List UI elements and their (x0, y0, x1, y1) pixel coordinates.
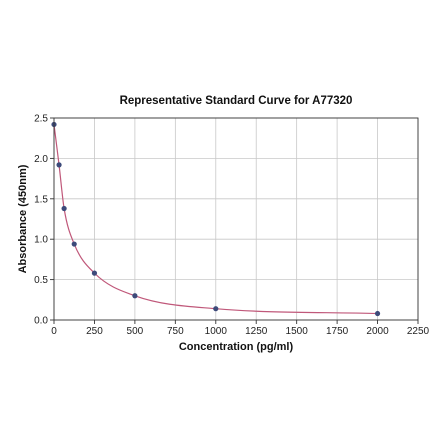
data-point (56, 162, 62, 168)
x-axis-label: Concentration (pg/ml) (179, 341, 294, 353)
data-point (374, 310, 381, 317)
data-point (213, 306, 219, 312)
y-tick-label: 2.0 (34, 154, 48, 165)
x-tick-label: 0 (51, 326, 57, 337)
x-tick-label: 250 (86, 326, 103, 337)
y-tick-label: 0.0 (34, 316, 48, 327)
y-axis-label: Absorbance (450nm) (17, 164, 29, 273)
x-tick-label: 1250 (245, 326, 268, 337)
plot-area-frame (53, 117, 419, 321)
data-points (51, 121, 381, 317)
chart-title: Representative Standard Curve for A77320 (120, 95, 353, 107)
y-tick-label: 1.5 (34, 194, 48, 205)
x-tick-label: 2000 (366, 326, 389, 337)
data-point (91, 270, 98, 276)
data-point (71, 241, 77, 247)
x-tick-label: 500 (127, 326, 144, 337)
data-point (61, 205, 67, 212)
x-tick-label: 1000 (205, 326, 228, 337)
x-tick-label: 750 (167, 326, 184, 337)
x-tick-label: 1500 (286, 326, 309, 337)
y-tick-label: 0.5 (34, 275, 48, 286)
y-tick-label: 1.0 (34, 235, 48, 246)
data-point (132, 293, 138, 299)
y-tick-label: 2.5 (34, 114, 48, 125)
axis-ticks: 0 250 500 750 1000 1250 1500 1750 2000 2250 0.0 0.5… (34, 114, 429, 338)
grid (53, 117, 419, 321)
x-tick-label: 2250 (407, 326, 430, 337)
x-tick-label: 1750 (326, 326, 349, 337)
